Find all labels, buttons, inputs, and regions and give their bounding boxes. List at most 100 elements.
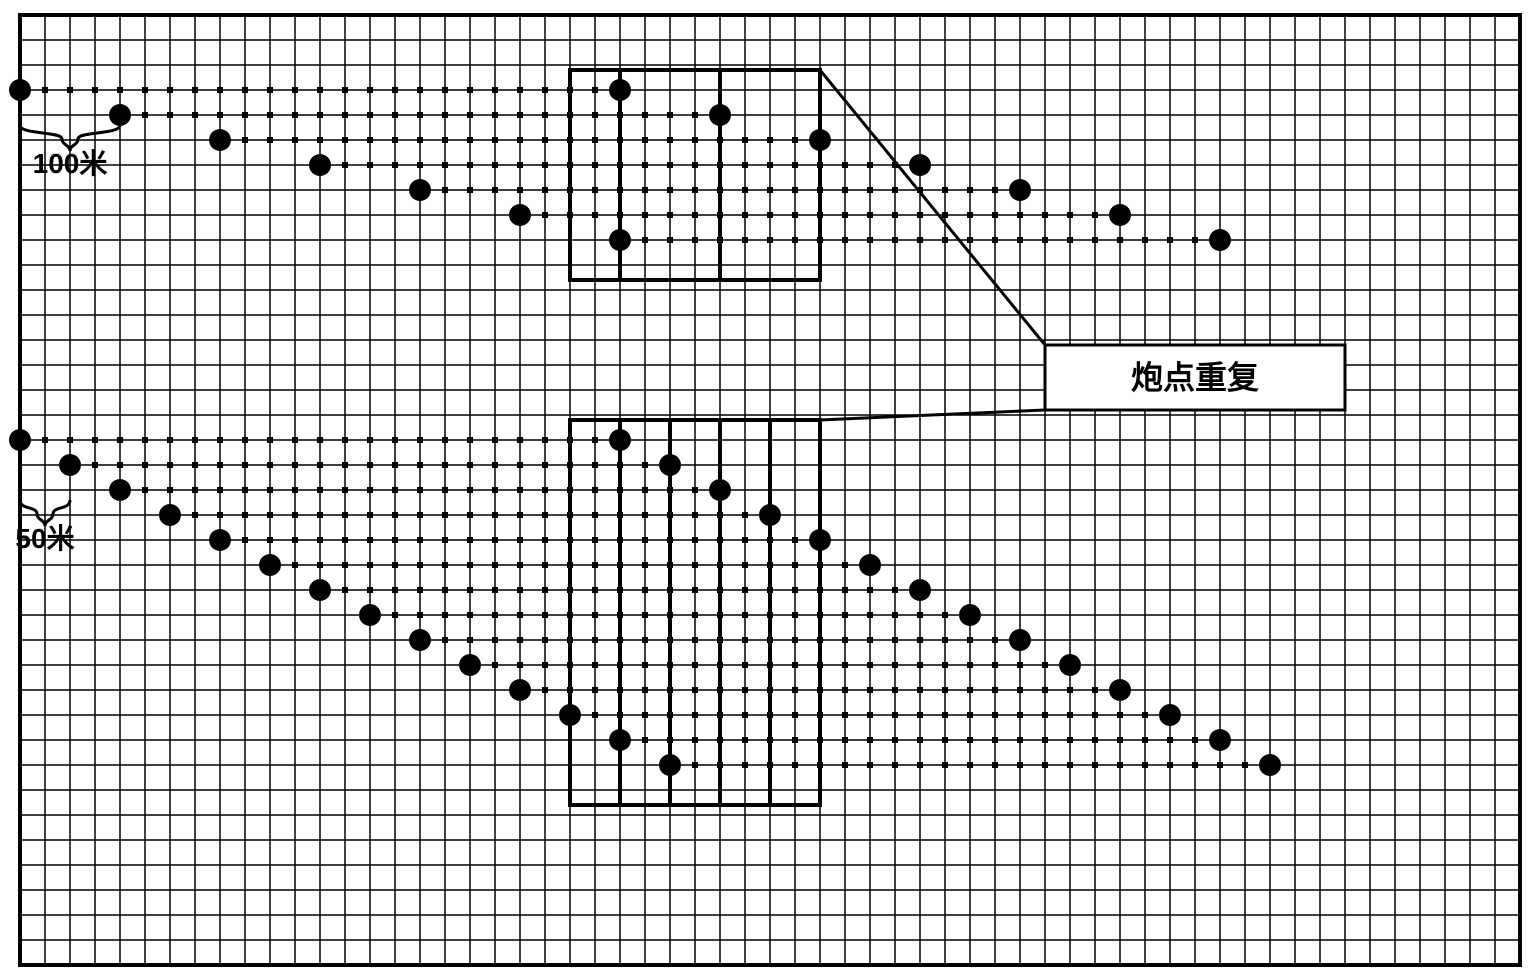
- trace-dash: [692, 137, 698, 143]
- trace-dash: [692, 212, 698, 218]
- trace-dash: [892, 587, 898, 593]
- trace-dash: [667, 112, 673, 118]
- trace-dash: [917, 712, 923, 718]
- trace-dash: [992, 687, 998, 693]
- shot-point-dot: [9, 79, 31, 101]
- trace-dash: [1117, 762, 1123, 768]
- trace-dash: [367, 562, 373, 568]
- trace-dash: [967, 662, 973, 668]
- trace-dash: [992, 662, 998, 668]
- trace-dash: [442, 562, 448, 568]
- shot-point-dot: [309, 579, 331, 601]
- trace-dash: [492, 137, 498, 143]
- trace-dash: [517, 562, 523, 568]
- trace-dash: [542, 187, 548, 193]
- trace-dash: [592, 562, 598, 568]
- trace-dash: [767, 212, 773, 218]
- trace-dash: [542, 437, 548, 443]
- trace-dash: [692, 737, 698, 743]
- trace-dash: [92, 437, 98, 443]
- shot-point-dot: [409, 179, 431, 201]
- trace-dash: [917, 662, 923, 668]
- trace-dash: [317, 137, 323, 143]
- trace-dash: [392, 562, 398, 568]
- trace-dash: [492, 612, 498, 618]
- trace-dash: [967, 737, 973, 743]
- trace-dash: [1042, 662, 1048, 668]
- trace-dash: [242, 137, 248, 143]
- trace-dash: [1067, 737, 1073, 743]
- trace-dash: [667, 187, 673, 193]
- trace-dash: [317, 562, 323, 568]
- trace-dash: [942, 212, 948, 218]
- shot-point-dot: [109, 479, 131, 501]
- trace-dash: [842, 762, 848, 768]
- trace-dash: [1017, 762, 1023, 768]
- trace-dash: [792, 662, 798, 668]
- trace-dash: [867, 762, 873, 768]
- trace-dash: [892, 187, 898, 193]
- trace-dash: [442, 87, 448, 93]
- trace-dash: [892, 662, 898, 668]
- trace-dash: [417, 112, 423, 118]
- shot-point-dot: [309, 154, 331, 176]
- trace-dash: [992, 712, 998, 718]
- trace-dash: [692, 762, 698, 768]
- trace-dash: [517, 462, 523, 468]
- trace-dash: [742, 662, 748, 668]
- trace-dash: [1042, 762, 1048, 768]
- trace-dash: [867, 637, 873, 643]
- trace-dash: [217, 112, 223, 118]
- trace-dash: [842, 637, 848, 643]
- trace-dash: [267, 537, 273, 543]
- trace-dash: [417, 537, 423, 543]
- trace-dash: [92, 462, 98, 468]
- shot-point-dot: [9, 429, 31, 451]
- trace-dash: [467, 637, 473, 643]
- trace-dash: [692, 487, 698, 493]
- trace-dash: [842, 662, 848, 668]
- trace-dash: [892, 687, 898, 693]
- trace-dash: [942, 662, 948, 668]
- trace-dash: [667, 137, 673, 143]
- trace-dash: [517, 512, 523, 518]
- trace-dash: [317, 487, 323, 493]
- shot-point-dot: [859, 554, 881, 576]
- trace-dash: [342, 437, 348, 443]
- trace-dash: [1017, 712, 1023, 718]
- trace-dash: [392, 537, 398, 543]
- trace-dash: [842, 237, 848, 243]
- trace-dash: [942, 762, 948, 768]
- trace-dash: [842, 612, 848, 618]
- trace-dash: [967, 712, 973, 718]
- trace-dash: [992, 212, 998, 218]
- callout-leader: [820, 70, 1045, 345]
- trace-dash: [1067, 237, 1073, 243]
- trace-dash: [542, 112, 548, 118]
- trace-dash: [792, 137, 798, 143]
- trace-dash: [217, 462, 223, 468]
- trace-dash: [1092, 762, 1098, 768]
- trace-dash: [442, 487, 448, 493]
- shot-point-dot: [509, 679, 531, 701]
- trace-dash: [967, 212, 973, 218]
- trace-dash: [1092, 687, 1098, 693]
- trace-dash: [742, 237, 748, 243]
- shot-point-dot: [1159, 704, 1181, 726]
- trace-dash: [692, 562, 698, 568]
- trace-dash: [1167, 762, 1173, 768]
- trace-dash: [792, 537, 798, 543]
- trace-dash: [392, 587, 398, 593]
- trace-dash: [1017, 212, 1023, 218]
- shot-point-dot: [59, 454, 81, 476]
- trace-dash: [842, 187, 848, 193]
- trace-dash: [767, 137, 773, 143]
- shot-point-dot: [1009, 629, 1031, 651]
- shot-point-dot: [1009, 179, 1031, 201]
- trace-dash: [742, 187, 748, 193]
- trace-dash: [217, 87, 223, 93]
- trace-dash: [642, 712, 648, 718]
- trace-dash: [342, 487, 348, 493]
- trace-dash: [517, 87, 523, 93]
- trace-dash: [942, 237, 948, 243]
